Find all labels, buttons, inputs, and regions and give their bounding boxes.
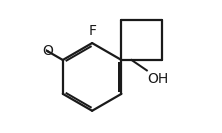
Text: OH: OH bbox=[147, 72, 169, 86]
Text: O: O bbox=[42, 44, 53, 58]
Text: F: F bbox=[89, 24, 97, 38]
